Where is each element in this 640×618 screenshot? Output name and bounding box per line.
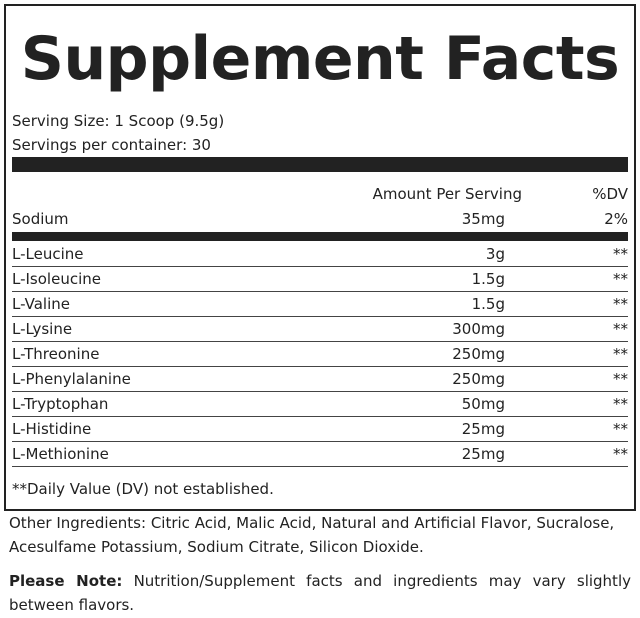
row-dv: ** <box>613 320 628 338</box>
row-divider <box>12 391 628 392</box>
row-name: L-Tryptophan <box>12 395 109 413</box>
thick-divider <box>12 157 628 172</box>
row-name: L-Valine <box>12 295 70 313</box>
row-dv: 2% <box>604 210 628 228</box>
row-amount: 1.5g <box>471 295 505 313</box>
row-divider <box>12 316 628 317</box>
row-divider <box>12 416 628 417</box>
serving-size: Serving Size: 1 Scoop (9.5g) <box>12 112 225 130</box>
row-name: L-Phenylalanine <box>12 370 131 388</box>
row-name: Sodium <box>12 210 69 228</box>
row-amount: 35mg <box>461 210 505 228</box>
column-header: %DV <box>592 185 628 203</box>
row-dv: ** <box>613 395 628 413</box>
other-ingredients: Other Ingredients: Citric Acid, Malic Ac… <box>9 514 615 556</box>
row-dv: ** <box>613 420 628 438</box>
row-divider <box>12 266 628 267</box>
row-amount: 25mg <box>461 420 505 438</box>
row-amount: 25mg <box>461 445 505 463</box>
row-name: L-Methionine <box>12 445 109 463</box>
row-amount: 3g <box>485 245 505 263</box>
thick-divider <box>12 232 628 241</box>
title: Supplement Facts <box>20 24 620 94</box>
row-dv: ** <box>613 295 628 313</box>
facts-panel <box>4 4 636 511</box>
note-text: Nutrition/Supplement facts and ingredien… <box>9 572 631 614</box>
row-name: L-Histidine <box>12 420 92 438</box>
row-dv: ** <box>613 245 628 263</box>
note-label: Please Note: <box>9 572 123 590</box>
row-amount: 250mg <box>452 370 505 388</box>
note: Please Note: Nutrition/Supplement facts … <box>9 569 631 617</box>
row-divider <box>12 466 628 467</box>
row-name: L-Threonine <box>12 345 100 363</box>
row-divider <box>12 441 628 442</box>
row-dv: ** <box>613 345 628 363</box>
row-name: L-Isoleucine <box>12 270 101 288</box>
row-divider <box>12 291 628 292</box>
row-divider <box>12 341 628 342</box>
column-header: Amount Per Serving <box>372 185 522 203</box>
row-amount: 250mg <box>452 345 505 363</box>
footnote: **Daily Value (DV) not established. <box>12 480 274 498</box>
row-name: L-Leucine <box>12 245 84 263</box>
row-dv: ** <box>613 445 628 463</box>
row-divider <box>12 366 628 367</box>
servings-per-container: Servings per container: 30 <box>12 136 211 154</box>
row-amount: 300mg <box>452 320 505 338</box>
row-amount: 50mg <box>461 395 505 413</box>
row-dv: ** <box>613 270 628 288</box>
row-amount: 1.5g <box>471 270 505 288</box>
row-dv: ** <box>613 370 628 388</box>
row-name: L-Lysine <box>12 320 73 338</box>
